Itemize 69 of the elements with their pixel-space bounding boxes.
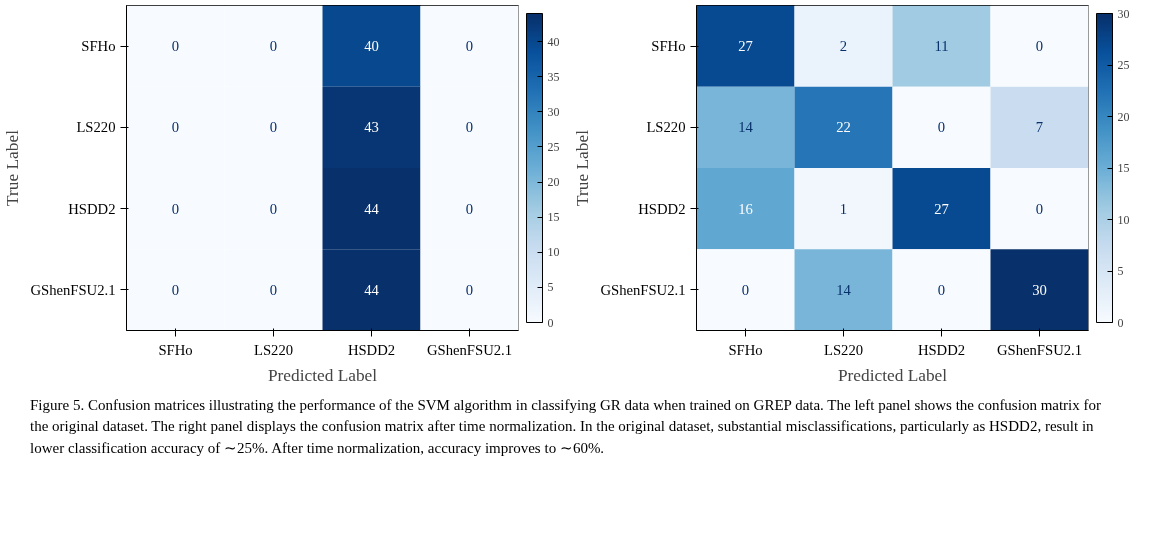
data-label: 27 — [934, 200, 949, 217]
color-bar-label: 0 — [1117, 315, 1124, 330]
data-label: 16 — [738, 200, 753, 217]
x-tick-label: GShenFSU2.1 — [996, 341, 1083, 358]
color-bar-label: 30 — [547, 104, 560, 119]
data-label: 40 — [364, 38, 379, 55]
color-bar-label: 40 — [547, 34, 560, 49]
data-label: 0 — [171, 200, 180, 217]
color-bar-label: 5 — [547, 280, 554, 295]
color-bar-label: 30 — [1117, 6, 1130, 21]
data-label: 14 — [836, 281, 852, 298]
data-label: 0 — [465, 200, 474, 217]
data-label: 30 — [1032, 281, 1047, 298]
color-bar-label: 0 — [547, 315, 554, 330]
color-bar-label: 20 — [1117, 109, 1130, 124]
x-tick-label: LS220 — [253, 341, 294, 358]
data-label: 0 — [1035, 200, 1044, 217]
data-label: 0 — [1035, 38, 1044, 55]
color-bar-label: 20 — [547, 175, 560, 190]
color-bar-label: 15 — [1117, 161, 1130, 175]
data-label: 0 — [937, 119, 946, 136]
data-label: 0 — [269, 38, 278, 55]
x-axis-title: Predicted Label — [267, 365, 378, 385]
data-label: 0 — [465, 281, 474, 298]
data-label: 44 — [364, 281, 380, 298]
x-tick-label: SFHo — [158, 341, 193, 358]
data-label: 2 — [839, 38, 848, 55]
color-bar-label: 25 — [1117, 58, 1130, 72]
data-label: 27 — [738, 38, 753, 55]
data-label: 0 — [269, 281, 278, 298]
y-tick-label: GShenFSU2.1 — [30, 281, 116, 298]
data-label: 0 — [269, 119, 278, 136]
color-bar-label: 10 — [1117, 212, 1130, 227]
x-tick-label: SFHo — [728, 341, 763, 358]
color-bar-label: 10 — [547, 245, 560, 260]
color-bar-label: 35 — [547, 69, 560, 84]
data-label: 0 — [465, 38, 474, 55]
data-label: 7 — [1035, 119, 1044, 136]
y-tick-label: LS220 — [76, 119, 116, 136]
y-tick-label: SFHo — [651, 38, 686, 55]
x-axis-title: Predicted Label — [837, 365, 948, 385]
y-tick-label: SFHo — [81, 38, 116, 55]
data-label: 0 — [171, 281, 180, 298]
color-bar-label: 25 — [547, 139, 560, 154]
data-label: 22 — [836, 119, 851, 136]
y-axis-title: True Label — [573, 129, 593, 206]
x-tick-label: LS220 — [823, 341, 864, 358]
data-label: 11 — [934, 38, 949, 55]
y-tick-label: LS220 — [646, 119, 686, 136]
y-tick-label: GShenFSU2.1 — [600, 281, 686, 298]
y-tick-label: HSDD2 — [638, 200, 686, 217]
caption: Figure 5. Confusion matrices illustrating the performance of the SVM algorithm in classifying GR data when trained on GREP data. The left panel shows the confusion matrix for the original dataset. The right panel displays the confusion matrix after time normalization. In the original dataset, substantial misclassifications, particularly as HSDD2, result in lower classification accuracy of ∼25%. After time normalization, accuracy improves to ∼60%. — [30, 396, 1103, 458]
data-label: 0 — [171, 119, 180, 136]
data-label: 1 — [839, 200, 848, 217]
data-label: 0 — [171, 38, 180, 55]
data-label: 0 — [269, 200, 278, 217]
data-label: 44 — [364, 200, 380, 217]
y-axis-title: True Label — [3, 129, 23, 206]
x-tick-label: HSDD2 — [347, 341, 396, 358]
color-bar-label: 5 — [1117, 264, 1124, 278]
data-label: 0 — [465, 119, 474, 136]
data-label: 0 — [937, 281, 946, 298]
y-tick-label: HSDD2 — [68, 200, 116, 217]
color-bar-label: 15 — [547, 210, 560, 225]
data-label: 14 — [738, 119, 754, 136]
data-label: 0 — [741, 281, 750, 298]
data-label: 43 — [364, 119, 379, 136]
x-tick-label: GShenFSU2.1 — [426, 341, 513, 358]
x-tick-label: HSDD2 — [917, 341, 966, 358]
